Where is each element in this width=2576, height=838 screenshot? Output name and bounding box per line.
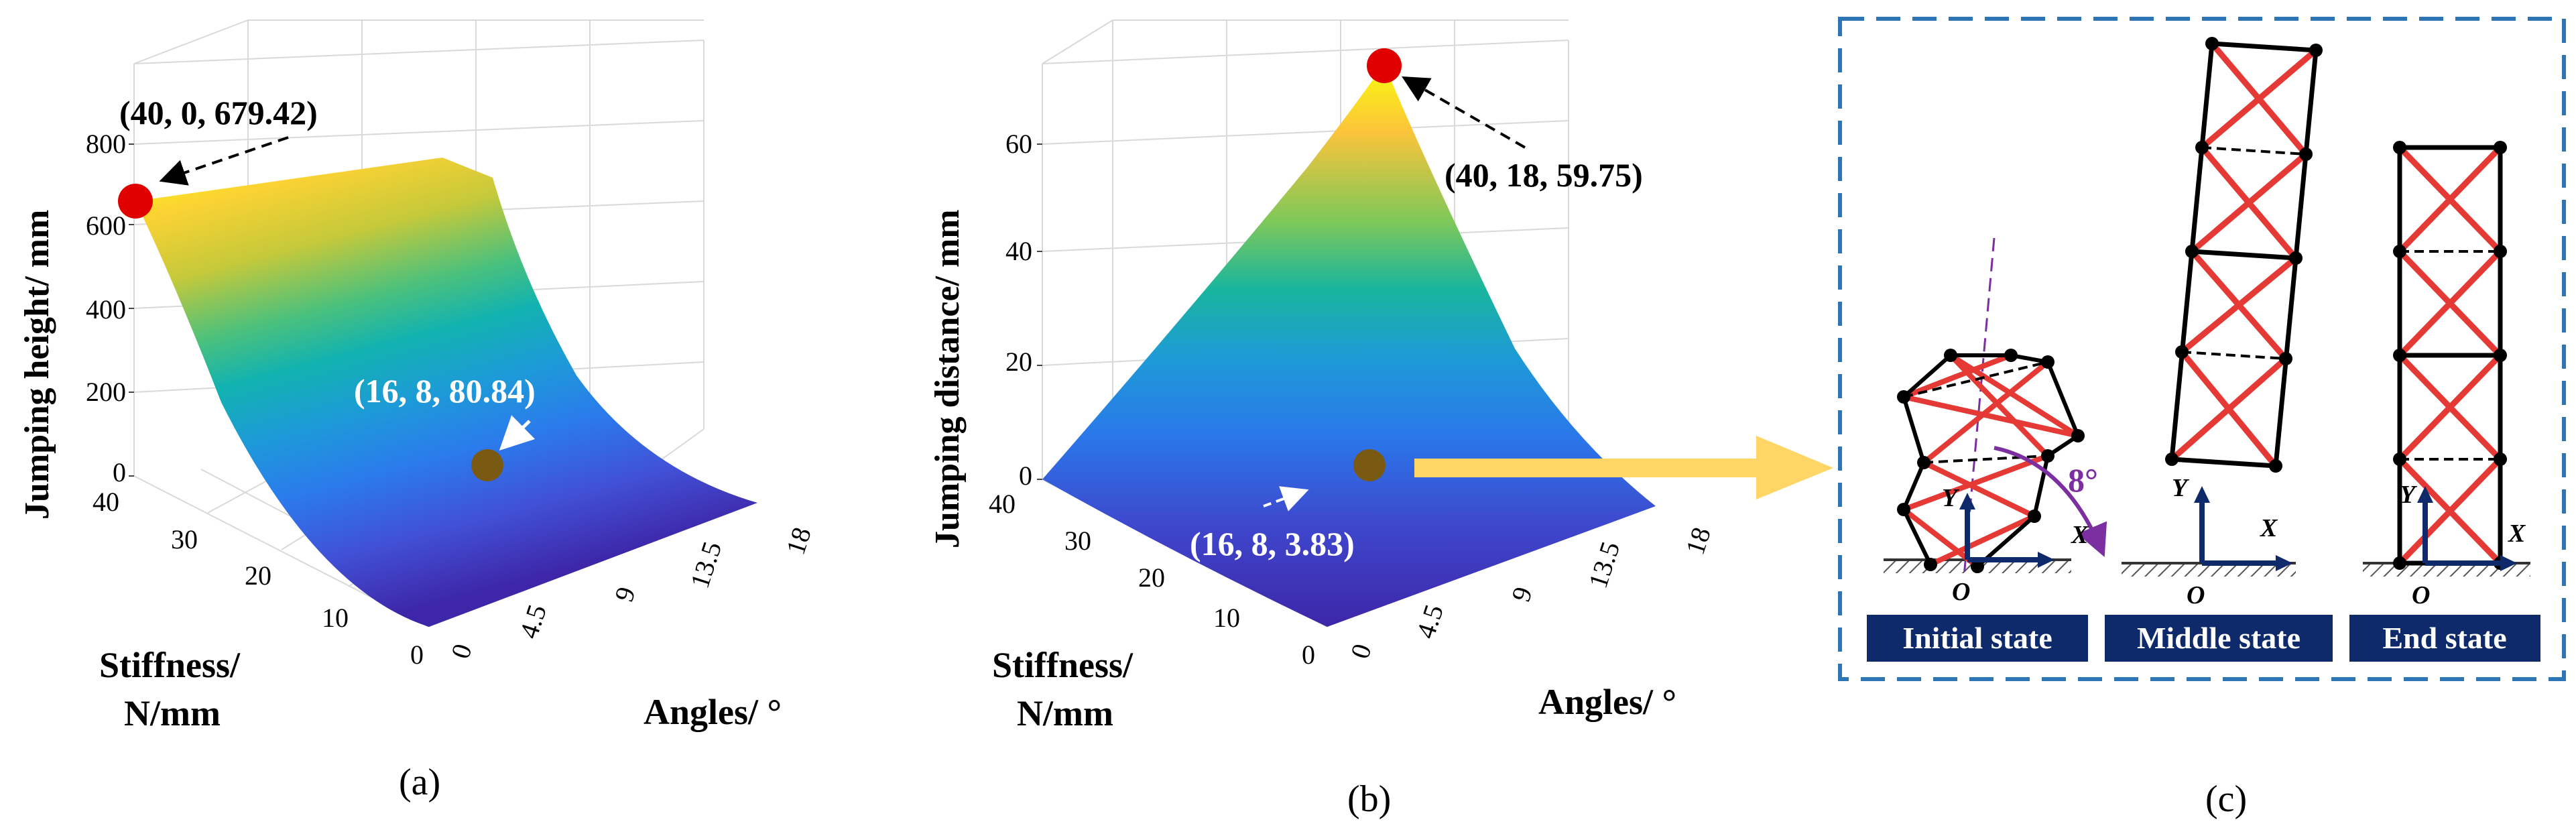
panel-b-caption: (b)	[1347, 778, 1391, 820]
end-origin: O	[2412, 581, 2430, 609]
middle-origin: O	[2187, 581, 2205, 609]
initial-origin: O	[1952, 578, 1970, 606]
state-label-end: End state	[2382, 621, 2506, 655]
panel-b-ylabel-1: Stiffness/	[992, 645, 1133, 685]
panel-b-surface	[1042, 64, 1656, 627]
z-tick: 20	[1005, 347, 1032, 377]
y-tick: 40	[93, 487, 119, 517]
y-tick: 0	[410, 640, 424, 670]
middle-state-mechanism: Y X O	[2122, 37, 2323, 609]
panel-b: 0 20 40 60 0 10 20 30 40 0 4.5 9 13.5 18…	[928, 19, 1717, 820]
initial-state-mechanism: 8° Y X O	[1884, 237, 2107, 606]
panel-a-selected-point	[471, 449, 503, 481]
panel-c-caption: (c)	[2205, 778, 2247, 820]
panel-b-selected-point	[1353, 449, 1386, 481]
panel-c-dashed-box	[1838, 17, 2566, 681]
panel-a-ylabel-2: N/mm	[124, 693, 221, 733]
state-label-middle: Middle state	[2137, 621, 2301, 655]
panel-a-caption: (a)	[399, 762, 440, 803]
x-tick: 0	[1345, 640, 1377, 662]
end-axis-y: Y	[2400, 481, 2418, 509]
y-tick: 20	[1138, 562, 1165, 593]
y-tick: 10	[322, 603, 349, 633]
panel-b-y-ticks: 0 10 20 30 40	[989, 489, 1315, 670]
x-tick: 13.5	[684, 538, 727, 591]
end-axis-x: X	[2508, 520, 2526, 548]
panel-a-selected-arrow	[499, 415, 536, 451]
panel-b-max-point	[1367, 48, 1402, 83]
panel-b-max-label: (40, 18, 59.75)	[1445, 156, 1643, 194]
x-tick: 9	[609, 583, 641, 605]
y-tick: 30	[1064, 526, 1091, 556]
initial-axis-y: Y	[1942, 484, 1960, 512]
panel-c: 8° Y X O	[1838, 17, 2566, 820]
panel-b-z-ticks: 0 20 40 60	[1005, 129, 1032, 491]
z-tick: 400	[86, 294, 126, 324]
z-tick: 0	[113, 457, 126, 487]
panel-a-surface	[135, 158, 757, 627]
panel-b-selected-arrow	[1263, 486, 1309, 512]
y-tick: 0	[1302, 640, 1315, 670]
panel-b-zlabel: Jumping distance/ mm	[928, 209, 967, 548]
panel-a-ylabel-1: Stiffness/	[99, 645, 241, 685]
panel-a-xlabel: Angles/ °	[643, 692, 782, 732]
z-tick: 200	[86, 377, 126, 407]
panel-a-z-ticks: 0 200 400 600 800	[86, 129, 126, 487]
y-tick: 20	[245, 560, 271, 591]
state-label-initial: Initial state	[1902, 621, 2052, 655]
z-tick: 0	[1019, 461, 1032, 491]
panel-a-max-label: (40, 0, 679.42)	[119, 94, 318, 131]
end-state-mechanism: Y X O	[2363, 141, 2530, 609]
panel-b-ylabel-2: N/mm	[1017, 693, 1113, 733]
panel-a-max-arrow	[159, 136, 289, 186]
y-tick: 10	[1213, 603, 1240, 633]
panel-a-max-point	[118, 184, 153, 219]
x-tick: 18	[780, 524, 817, 558]
z-tick: 60	[1005, 129, 1032, 159]
panel-a: 0 200 400 600 800 0 10 20 30 40 0 4.5 9	[18, 19, 817, 803]
panel-b-xlabel: Angles/ °	[1538, 682, 1676, 722]
y-tick: 30	[171, 524, 198, 554]
panel-b-selected-label: (16, 8, 3.83)	[1190, 525, 1355, 562]
panel-a-selected-label: (16, 8, 80.84)	[354, 372, 536, 410]
x-tick: 4.5	[1410, 601, 1449, 642]
middle-axis-x: X	[2260, 514, 2278, 542]
z-tick: 600	[86, 211, 126, 241]
panel-b-max-arrow	[1402, 76, 1526, 149]
x-tick: 0	[445, 640, 478, 662]
panel-a-y-ticks: 0 10 20 30 40	[93, 487, 424, 670]
z-tick: 40	[1005, 236, 1032, 266]
initial-axis-x: X	[2071, 521, 2089, 549]
x-tick: 18	[1680, 524, 1717, 558]
x-tick: 13.5	[1583, 538, 1626, 591]
x-tick: 4.5	[513, 601, 552, 642]
state-labels: Initial state Middle state End state	[1867, 615, 2540, 662]
y-tick: 40	[989, 489, 1016, 519]
z-tick: 800	[86, 129, 126, 159]
middle-axis-y: Y	[2172, 474, 2190, 502]
angle-label: 8°	[2068, 461, 2098, 499]
transition-arrow	[1414, 436, 1833, 499]
panel-a-zlabel: Jumping height/ mm	[18, 210, 56, 520]
x-tick: 9	[1506, 583, 1538, 605]
